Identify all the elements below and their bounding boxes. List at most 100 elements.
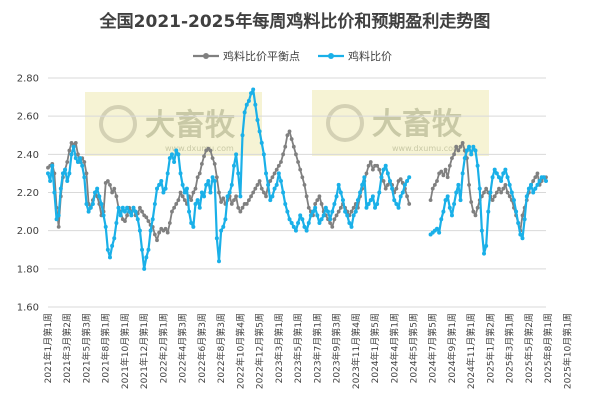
series-0-point-205 — [484, 186, 489, 191]
series-0-point-46 — [144, 215, 149, 220]
x-tick-label-17: 2024年1月第5周 — [369, 313, 381, 383]
series-1-point-78 — [212, 179, 217, 184]
x-tick-label-27: 2025年10月第1周 — [561, 313, 573, 389]
series-1-point-98 — [255, 117, 260, 122]
series-1-point-109 — [278, 179, 283, 184]
series-1-point-126 — [315, 213, 320, 218]
series-0-point-229 — [535, 171, 540, 176]
series-1-point-17 — [82, 175, 87, 180]
series-0-point-190 — [452, 152, 456, 157]
series-1-point-132 — [328, 217, 333, 222]
series-1-point-213 — [501, 171, 506, 176]
series-1-point-63 — [180, 182, 185, 187]
series-1-point-113 — [287, 217, 292, 222]
series-0-point-168 — [405, 194, 409, 199]
series-0-point-105 — [270, 175, 275, 180]
y-tick-label-2: 2.00 — [17, 226, 39, 237]
series-1-point-135 — [334, 194, 339, 199]
series-1-point-219 — [514, 209, 519, 214]
series-1-point-200 — [473, 148, 478, 153]
series-1-point-230 — [537, 179, 542, 184]
x-tick-label-24: 2025年3月第1周 — [504, 313, 516, 383]
series-1-point-122 — [306, 221, 311, 226]
x-tick-label-26: 2025年8月第1周 — [542, 313, 554, 383]
series-1-point-165 — [398, 194, 403, 199]
series-0-point-201 — [475, 205, 480, 210]
series-1-point-90 — [238, 194, 243, 199]
series-1-point-28 — [105, 247, 110, 252]
series-1-point-13 — [73, 156, 78, 161]
series-1-point-7 — [60, 171, 65, 176]
series-1-point-47 — [146, 247, 151, 252]
series-1-point-112 — [285, 209, 290, 214]
series-1-point-199 — [471, 144, 476, 149]
series-1-point-232 — [541, 175, 546, 180]
series-1-point-139 — [343, 209, 348, 214]
series-1-point-96 — [251, 87, 256, 92]
series-0-point-71 — [197, 171, 202, 176]
y-tick-label-1: 1.80 — [17, 264, 39, 275]
series-0-point-134 — [332, 217, 337, 222]
series-0-point-50 — [152, 232, 157, 237]
series-0-point-215 — [505, 190, 510, 195]
series-1-point-120 — [302, 224, 307, 229]
series-1-point-57 — [167, 156, 172, 161]
series-0-point-209 — [492, 194, 497, 199]
series-1-point-192 — [456, 182, 461, 187]
series-0-point-63 — [180, 194, 185, 199]
series-1-point-222 — [520, 236, 525, 241]
series-0-point-30 — [110, 190, 115, 195]
series-1-point-134 — [332, 201, 337, 206]
series-1-point-130 — [323, 205, 328, 210]
series-0-point-191 — [454, 144, 459, 149]
series-0-point-28 — [105, 179, 110, 183]
series-1-point-114 — [289, 221, 294, 226]
series-0-point-132 — [328, 221, 333, 225]
series-0-point-89 — [236, 205, 241, 210]
series-0-point-51 — [155, 238, 159, 243]
series-1-point-101 — [261, 152, 266, 157]
series-1-point-108 — [276, 171, 281, 176]
series-1-point-210 — [494, 171, 499, 176]
series-0-point-90 — [238, 209, 243, 214]
series-1-point-43 — [137, 228, 142, 233]
x-tick-label-8: 2022年6月第3周 — [196, 313, 208, 383]
y-tick-label-5: 2.60 — [17, 112, 39, 123]
series-1-point-41 — [133, 209, 138, 214]
series-1-point-87 — [231, 163, 236, 168]
series-1-point-127 — [317, 221, 322, 226]
series-1-point-115 — [291, 224, 296, 229]
series-1-point-128 — [319, 217, 324, 222]
series-1-point-91 — [240, 133, 245, 138]
series-1-point-3 — [52, 190, 57, 195]
series-1-point-29 — [107, 255, 112, 260]
series-1-point-62 — [178, 171, 183, 176]
series-0-point-210 — [494, 190, 499, 195]
series-0-point-14 — [76, 152, 80, 157]
series-0-point-213 — [501, 186, 506, 191]
series-0-point-31 — [112, 186, 117, 191]
x-tick-label-22: 2024年11月第1周 — [465, 313, 477, 389]
series-0-point-111 — [283, 144, 288, 149]
series-0-point-77 — [210, 156, 215, 161]
watermark-right-logo-icon — [326, 104, 364, 142]
series-1-point-204 — [482, 251, 487, 256]
series-1-point-119 — [300, 217, 305, 222]
series-1-point-118 — [298, 213, 303, 218]
series-1-point-215 — [505, 175, 510, 180]
series-1-point-77 — [210, 175, 215, 180]
series-1-point-182 — [435, 226, 439, 231]
series-0-point-87 — [232, 198, 236, 203]
x-tick-label-5: 2021年12月第1周 — [138, 313, 150, 389]
series-1-point-229 — [535, 182, 540, 187]
x-tick-label-18: 2024年4月第1周 — [388, 313, 400, 383]
series-1-point-18 — [84, 201, 89, 206]
x-tick-label-11: 2022年12月第5周 — [254, 313, 266, 389]
series-0-point-58 — [170, 209, 174, 214]
series-1-point-5 — [56, 213, 61, 218]
x-tick-label-2: 2021年5月第3周 — [80, 313, 92, 383]
series-1-point-11 — [69, 152, 74, 157]
series-0-point-135 — [334, 213, 339, 218]
series-1-point-218 — [511, 198, 516, 203]
